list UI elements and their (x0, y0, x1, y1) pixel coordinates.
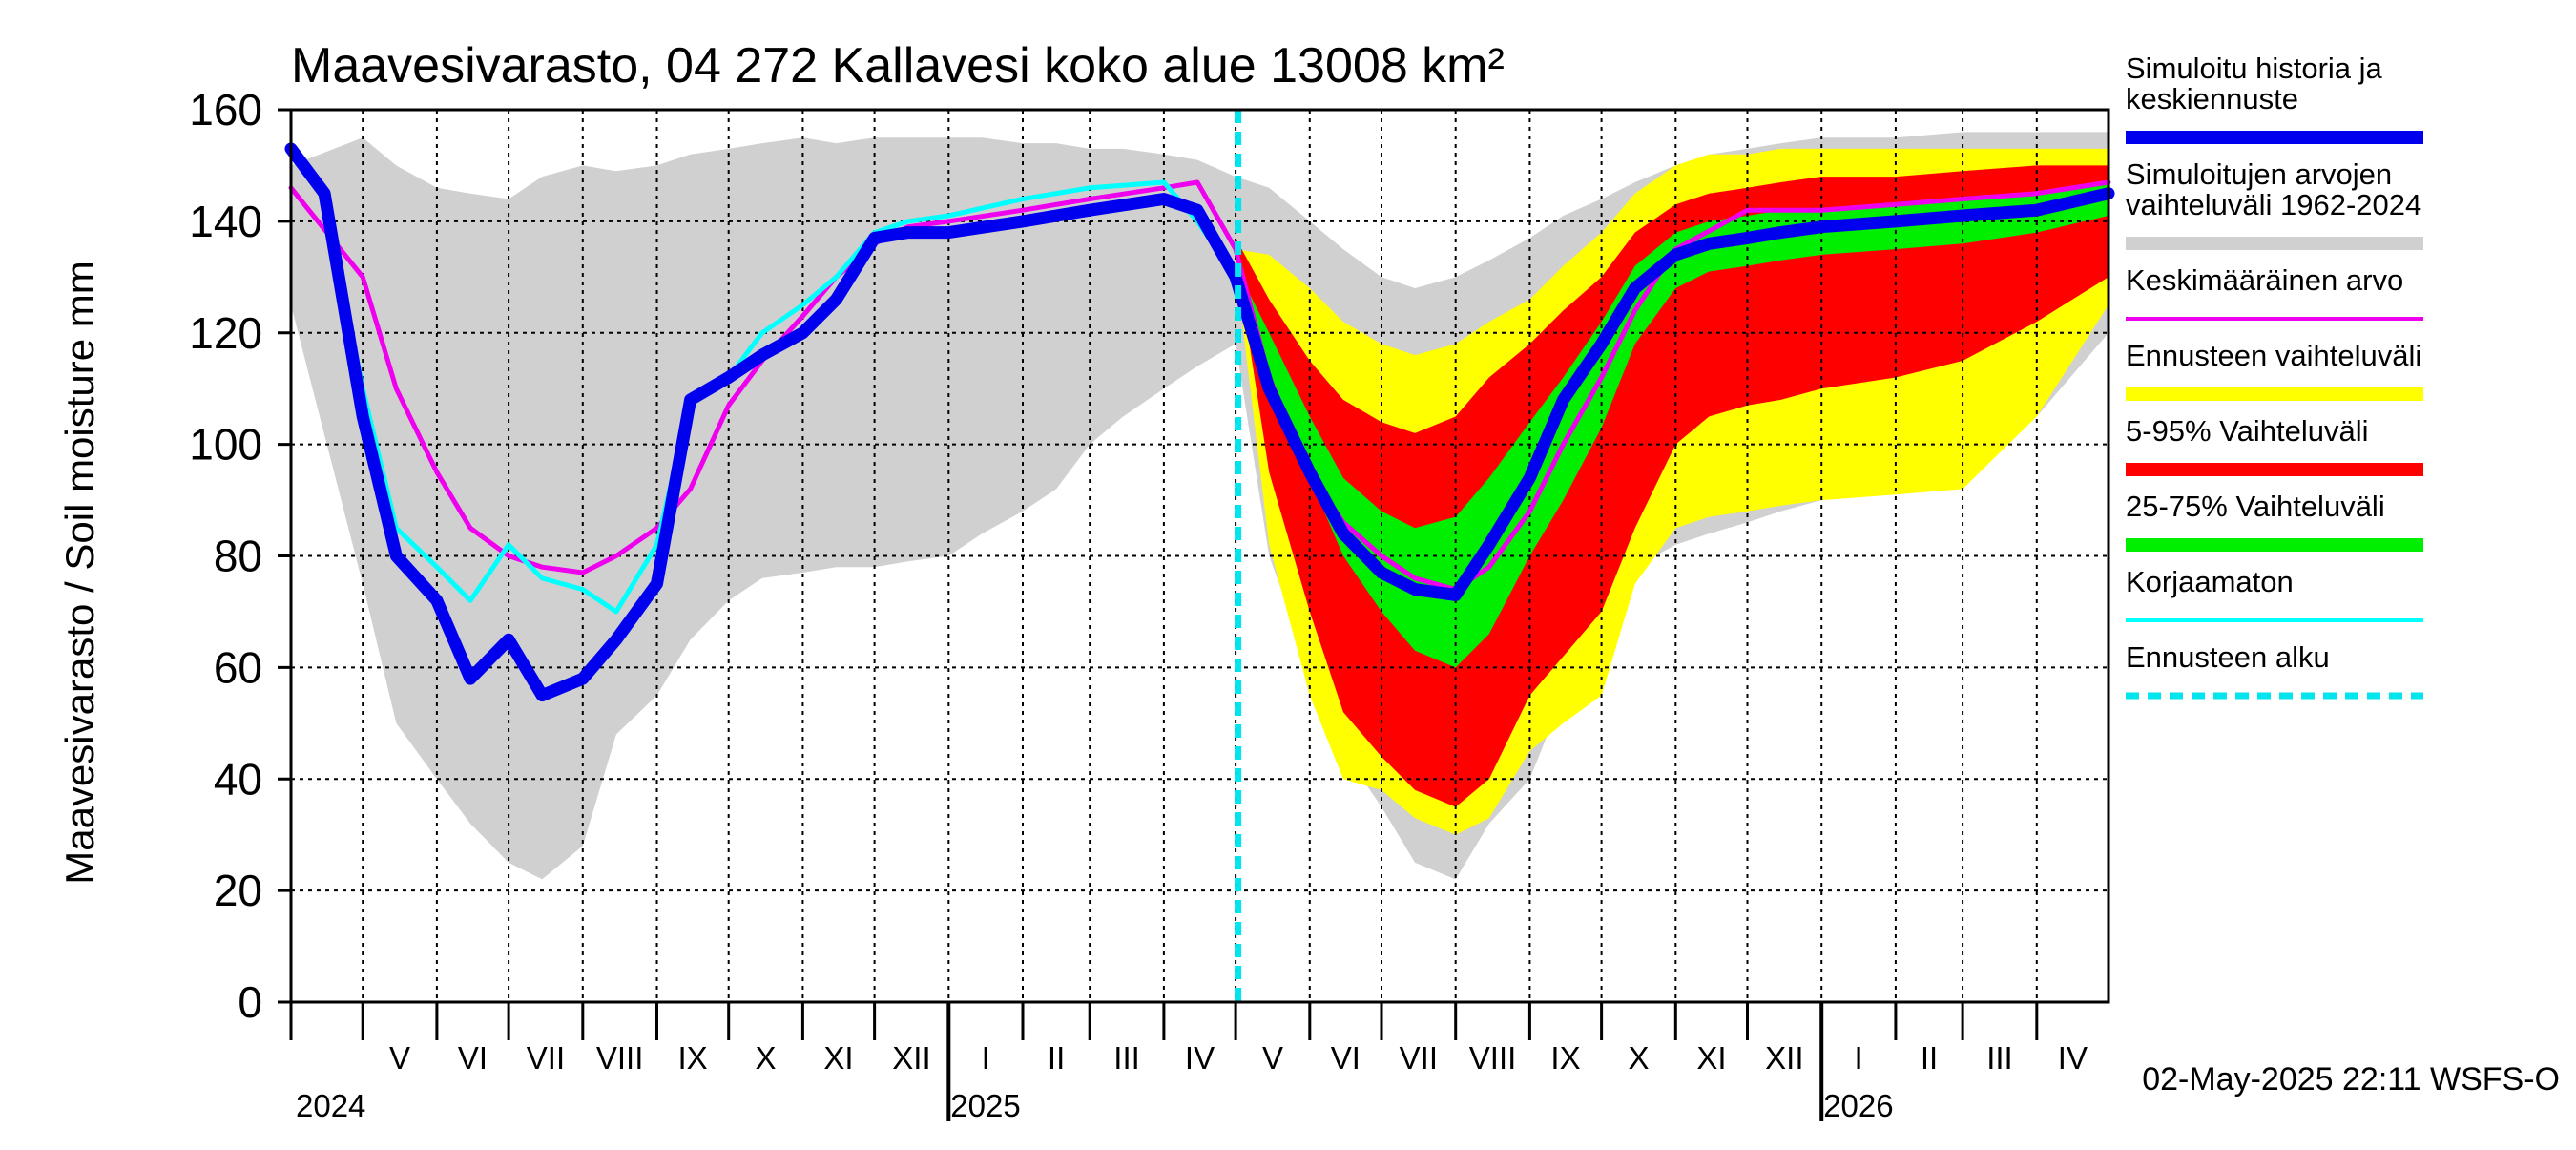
x-month-label: X (756, 1040, 777, 1076)
x-month-label: VII (1400, 1040, 1438, 1076)
x-month-label: X (1628, 1040, 1649, 1076)
x-month-label: IV (2058, 1040, 2088, 1076)
x-month-label: IX (678, 1040, 708, 1076)
legend-label-line: Ennusteen vaihteluväli (2126, 339, 2421, 372)
legend: Simuloitu historia ja keskiennusteSimuloi… (2126, 52, 2423, 700)
legend-label-line: 25-75% Vaihteluväli (2126, 490, 2385, 523)
x-year-label: 2024 (296, 1088, 365, 1123)
y-tick-label: 160 (189, 85, 262, 135)
line-keskim-r-inen-arvo (288, 179, 2111, 593)
y-tick-label: 60 (214, 642, 262, 692)
x-month-label: VI (1331, 1040, 1361, 1076)
y-tick-label: 40 (214, 754, 262, 804)
legend-label-korjaamaton: Korjaamaton (2126, 565, 2294, 598)
y-axis-label: Maavesivarasto / Soil moisture mm (57, 261, 102, 885)
legend-label-line: Simuloitujen arvojen (2126, 157, 2392, 191)
x-month-label: IV (1185, 1040, 1215, 1076)
chart-title: Maavesivarasto, 04 272 Kallavesi koko al… (291, 38, 1505, 94)
x-month-label: VIII (596, 1040, 644, 1076)
x-year-label: 2025 (950, 1088, 1020, 1123)
legend-label-keskim-r-inen-arvo: Keskimääräinen arvo (2126, 263, 2403, 297)
x-month-label: II (1048, 1040, 1065, 1076)
legend-label-line: keskiennuste (2126, 82, 2298, 115)
legend-label-5-95-vaihteluv-li: 5-95% Vaihteluväli (2126, 414, 2368, 448)
x-month-label: V (389, 1040, 410, 1076)
y-tick-label: 0 (238, 977, 262, 1027)
band-25-75-vaihteluv-li (1236, 182, 2109, 668)
x-month-label: VII (527, 1040, 565, 1076)
x-month-label: XI (823, 1040, 853, 1076)
legend-label-line: 5-95% Vaihteluväli (2126, 414, 2368, 448)
legend-label-line: vaihteluväli 1962-2024 (2126, 188, 2421, 221)
bands-layer (291, 132, 2109, 880)
line-simuloitu-historia-ja-keskiennuste (284, 142, 2115, 702)
legend-label-line: Ennusteen alku (2126, 640, 2330, 674)
legend-label-simuloitujen-arvojen-vaihteluv-li-1962-2024: Simuloitujen arvojen vaihteluväli 1962-20… (2126, 157, 2421, 221)
x-month-label: III (1113, 1040, 1140, 1076)
x-month-label: VI (458, 1040, 488, 1076)
legend-label-ennusteen-vaihteluv-li: Ennusteen vaihteluväli (2126, 339, 2421, 372)
x-month-label: VIII (1469, 1040, 1517, 1076)
x-month-label: I (1854, 1040, 1862, 1076)
y-tick-label: 120 (189, 308, 262, 358)
y-tick-label: 20 (214, 866, 262, 915)
timestamp-footer: 02-May-2025 22:11 WSFS-O (2142, 1061, 2560, 1098)
x-month-label: II (1921, 1040, 1938, 1076)
x-year-label: 2026 (1823, 1088, 1893, 1123)
x-month-label: IX (1550, 1040, 1580, 1076)
x-month-label: XII (1765, 1040, 1803, 1076)
y-tick-label: 100 (189, 420, 262, 470)
x-month-label: XII (892, 1040, 930, 1076)
x-month-label: V (1262, 1040, 1283, 1076)
legend-label-25-75-vaihteluv-li: 25-75% Vaihteluväli (2126, 490, 2385, 523)
y-tick-label: 140 (189, 197, 262, 246)
y-tick-label: 80 (214, 532, 262, 581)
x-month-label: XI (1696, 1040, 1726, 1076)
legend-label-line: Simuloitu historia ja (2126, 52, 2383, 85)
x-month-label: I (982, 1040, 990, 1076)
legend-label-line: Korjaamaton (2126, 565, 2294, 598)
x-month-label: III (1986, 1040, 2013, 1076)
legend-label-line: Keskimääräinen arvo (2126, 263, 2403, 297)
lines-layer (284, 110, 2115, 1002)
legend-label-simuloitu-historia-ja-keskiennuste: Simuloitu historia ja keskiennuste (2126, 52, 2383, 115)
legend-label-ennusteen-alku: Ennusteen alku (2126, 640, 2330, 674)
